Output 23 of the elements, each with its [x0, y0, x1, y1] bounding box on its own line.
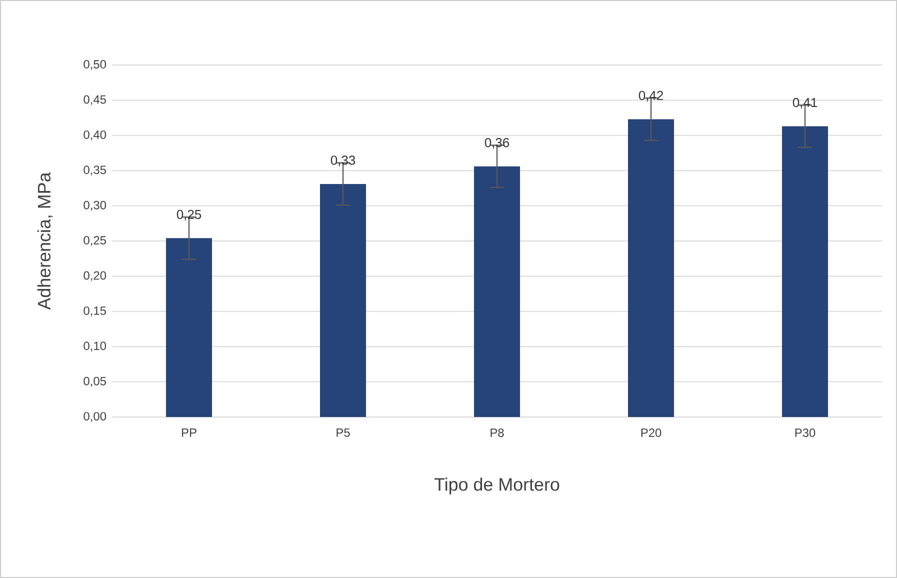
x-axis-title: Tipo de Mortero [434, 478, 560, 494]
data-label: 0,42 [638, 90, 663, 102]
x-tick-label: P20 [641, 428, 662, 437]
x-tick-label: P5 [336, 428, 350, 437]
x-tick-label: P8 [490, 428, 504, 437]
y-tick-label: 0,30 [84, 200, 106, 211]
y-tick-label: 0,00 [84, 412, 106, 422]
y-tick-label: 0,50 [84, 60, 106, 70]
y-tick-label: 0,35 [84, 166, 106, 176]
y-tick-label: 0,10 [84, 342, 106, 352]
data-label: 0,33 [330, 156, 356, 166]
x-tick-label: P30 [795, 428, 816, 437]
y-axis-title: Adherencia, MPa [37, 172, 53, 310]
y-tick-label: 0,05 [84, 376, 106, 387]
data-label: 0,36 [484, 138, 510, 149]
x-tick-label: PP [182, 428, 196, 437]
y-tick-label: 0,20 [84, 271, 106, 282]
y-tick-label: 0,45 [84, 95, 106, 106]
y-tick-label: 0,25 [84, 236, 106, 246]
data-label: 0,41 [792, 98, 817, 109]
y-tick-label: 0,40 [84, 130, 106, 140]
data-label: 0,25 [176, 210, 202, 221]
y-tick-label: 0,15 [84, 306, 106, 316]
